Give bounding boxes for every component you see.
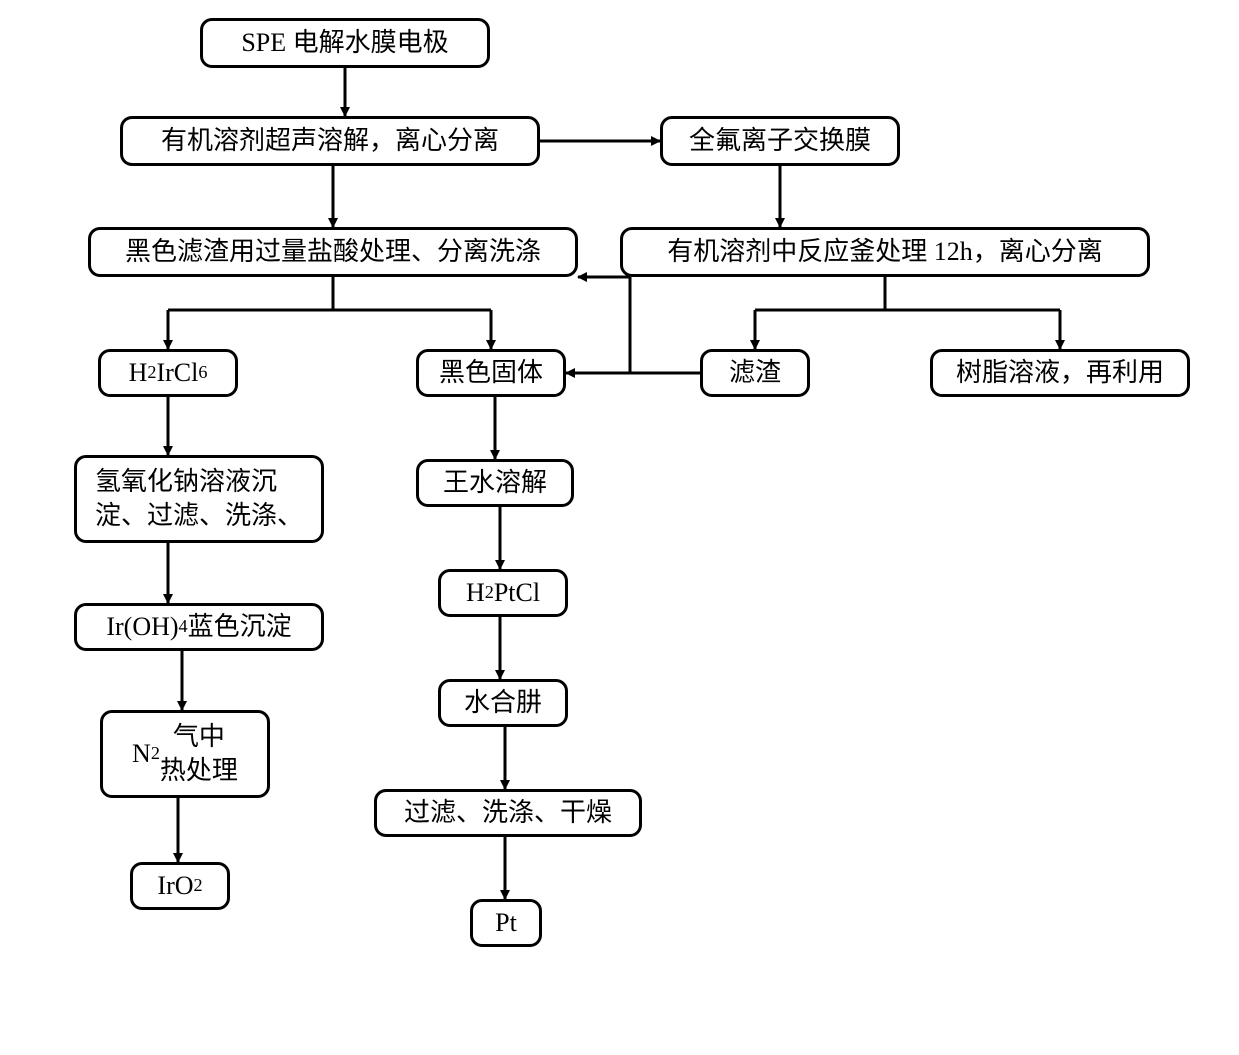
- node-resin: 树脂溶液，再利用: [930, 349, 1190, 397]
- node-n2-heat: N2 气中热处理: [100, 710, 270, 798]
- node-naoh: 氢氧化钠溶液沉淀、过滤、洗涤、: [74, 455, 324, 543]
- node-membrane: 全氟离子交换膜: [660, 116, 900, 166]
- node-aqua-regia: 王水溶解: [416, 459, 574, 507]
- node-iroh4: Ir(OH)4 蓝色沉淀: [74, 603, 324, 651]
- node-spe: SPE 电解水膜电极: [200, 18, 490, 68]
- node-h2ptcl: H2PtCl: [438, 569, 568, 617]
- node-hcl: 黑色滤渣用过量盐酸处理、分离洗涤: [88, 227, 578, 277]
- node-residue: 滤渣: [700, 349, 810, 397]
- node-h2ircl6: H2IrCl6: [98, 349, 238, 397]
- node-filter-wash: 过滤、洗涤、干燥: [374, 789, 642, 837]
- node-dissolve: 有机溶剂超声溶解，离心分离: [120, 116, 540, 166]
- node-iro2: IrO2: [130, 862, 230, 910]
- node-hydrazine: 水合肼: [438, 679, 568, 727]
- node-pt: Pt: [470, 899, 542, 947]
- node-reactor: 有机溶剂中反应釜处理 12h，离心分离: [620, 227, 1150, 277]
- node-black-solid: 黑色固体: [416, 349, 566, 397]
